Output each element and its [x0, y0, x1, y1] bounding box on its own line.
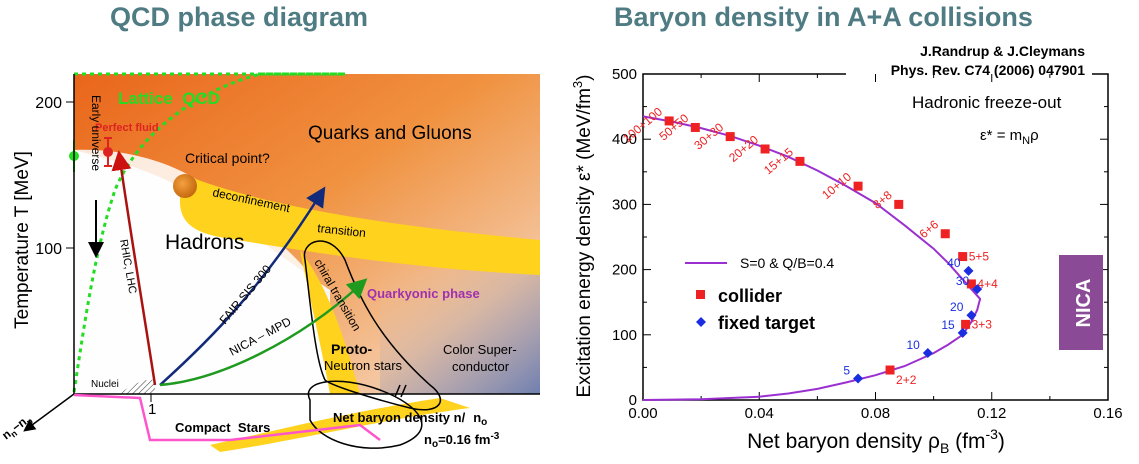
axis-break-mark-2: [400, 384, 407, 398]
collider-label: 5+5: [969, 250, 990, 264]
legend-fixed-swatch: [696, 317, 706, 327]
formula-label: ε* = mNρ: [980, 127, 1039, 147]
chiral-band: [300, 250, 360, 394]
y-tick-label-200: 200: [35, 95, 62, 112]
n0-definition: no=0.16 fm-3: [424, 431, 500, 450]
x-tick-label: 0.08: [861, 405, 890, 422]
hadron-region-edge: [74, 149, 330, 394]
y-tick-label: 500: [612, 66, 637, 83]
fixed-target-label: 20: [950, 300, 964, 314]
legend-collider-label: collider: [718, 286, 782, 306]
right-x-axis-label: Net baryon density ρB (fm-3): [747, 426, 1005, 456]
collider-label: 3+3: [972, 317, 993, 331]
fixed-target-label: 5: [843, 363, 850, 377]
neutron-star-loop: [303, 240, 442, 411]
y-tick-label: 300: [612, 196, 637, 213]
quarkyonic-label: Quarkyonic phase: [367, 286, 480, 301]
collider-point: [725, 132, 735, 142]
nica-badge: [1059, 255, 1103, 350]
lattice-qcd-label: Lattice QCD: [118, 89, 220, 108]
critical-point-marker: [173, 174, 197, 198]
proto-label: Proto-: [331, 341, 373, 357]
y-tick-label: 100: [612, 327, 637, 344]
compact-stars-band: [210, 398, 470, 452]
citation-authors: J.Randrup & J.Cleymans: [920, 43, 1085, 59]
conductor-label: conductor: [452, 359, 510, 374]
fair-arrow: [159, 186, 326, 386]
left-y-axis-label: Temperature T [MeV]: [12, 151, 33, 329]
fixed-target-point: [972, 284, 983, 295]
fixed-target-points: 40 30 20 15 10 5: [843, 256, 983, 384]
collider-point: [664, 116, 674, 126]
color-super-label: Color Super-: [443, 342, 517, 357]
fixed-target-point: [963, 265, 974, 276]
left-x-axis-label: Net baryon density n/no: [333, 410, 487, 428]
fixed-target-point: [853, 373, 864, 384]
early-universe-label: Early universe: [89, 95, 103, 171]
legend-collider-swatch: [696, 290, 705, 299]
collider-label: 4+4: [977, 277, 998, 291]
y-tick-label-100: 100: [35, 241, 62, 258]
legend-line-label: S=0 & Q/B=0.4: [740, 255, 834, 271]
fixed-target-point: [922, 348, 933, 359]
y-tick-label: 200: [612, 262, 637, 279]
y-tick-label: 400: [612, 131, 637, 148]
x-tick-label: 0.00: [628, 405, 657, 422]
axes-ticks: 0.00 0.04 0.08 0.12 0.16 0 100 200 300 400 500: [612, 66, 1123, 422]
citation-box: [846, 59, 1092, 97]
collider-point: [961, 319, 971, 329]
critical-point-label: Critical point?: [185, 150, 270, 166]
diag-arrow: [23, 393, 75, 432]
y-tick-label: 0: [629, 392, 637, 409]
plot-frame: [642, 73, 1109, 401]
right-title: Baryon density in A+A collisions: [614, 2, 1033, 32]
neutron-stars-label: Neutron stars: [324, 358, 403, 373]
fixed-target-label: 15: [941, 318, 955, 332]
nica-badge-label: NICA: [1073, 279, 1095, 328]
collider-point: [885, 365, 895, 375]
nica-arrow: [159, 278, 368, 387]
fixed-target-label: 30: [956, 274, 970, 288]
perfect-fluid-label: Perfect fluid: [95, 122, 159, 134]
nuclei-label: Nuclei: [91, 379, 119, 390]
x-tick-label: 0.12: [977, 405, 1006, 422]
corner-axis-label: nn−np: [0, 411, 35, 444]
rhic-lhc-arrow: [111, 150, 157, 386]
fixed-target-point: [966, 310, 977, 321]
collider-point: [940, 229, 950, 239]
model-curve: [642, 115, 982, 401]
color-superconductor-region: [380, 270, 540, 394]
right-y-axis-label: Excitation energy density ε* (MeV/fm3): [570, 75, 595, 398]
fixed-target-point: [957, 327, 968, 338]
fixed-target-label: 40: [947, 256, 961, 270]
collider-point: [760, 144, 770, 154]
collider-point: [853, 181, 863, 191]
left-title: QCD phase diagram: [110, 2, 369, 32]
x-tick-label: 0.04: [745, 405, 774, 422]
collider-point: [690, 122, 700, 132]
collider-point: [894, 199, 904, 209]
freeze-out-label: Hadronic freeze-out: [912, 93, 1062, 112]
x-tick-label: 0.16: [1093, 405, 1122, 422]
nuclei-patch: [120, 379, 155, 394]
quarks-gluons-label: Quarks and Gluons: [308, 123, 472, 144]
axis-break-mark: [394, 384, 401, 398]
baryon-density-chart: J.Randrup & J.Cleymans Phys. Rev. C74 (2…: [570, 43, 1123, 456]
collider-label: 2+2: [896, 373, 917, 387]
citation-journal: Phys. Rev. C74 (2006) 047901: [891, 62, 1086, 78]
transition-label: transition: [317, 221, 367, 240]
collider-point: [966, 279, 976, 289]
legend-fixed-label: fixed target: [718, 313, 815, 333]
hadrons-label: Hadrons: [165, 231, 244, 254]
x-tick-label-1: 1: [148, 401, 156, 418]
collider-point: [958, 252, 968, 262]
collider-point: [795, 156, 805, 166]
qcd-phase-diagram: 200 100 1 Temperature T [MeV] nn−np Net …: [0, 72, 540, 452]
compact-stars-loop: [307, 380, 423, 449]
compact-stars-label: Compact Stars: [175, 420, 270, 435]
fixed-target-label: 10: [906, 338, 920, 352]
deconfinement-band: [179, 175, 540, 275]
compact-stars-curve: [73, 393, 381, 442]
